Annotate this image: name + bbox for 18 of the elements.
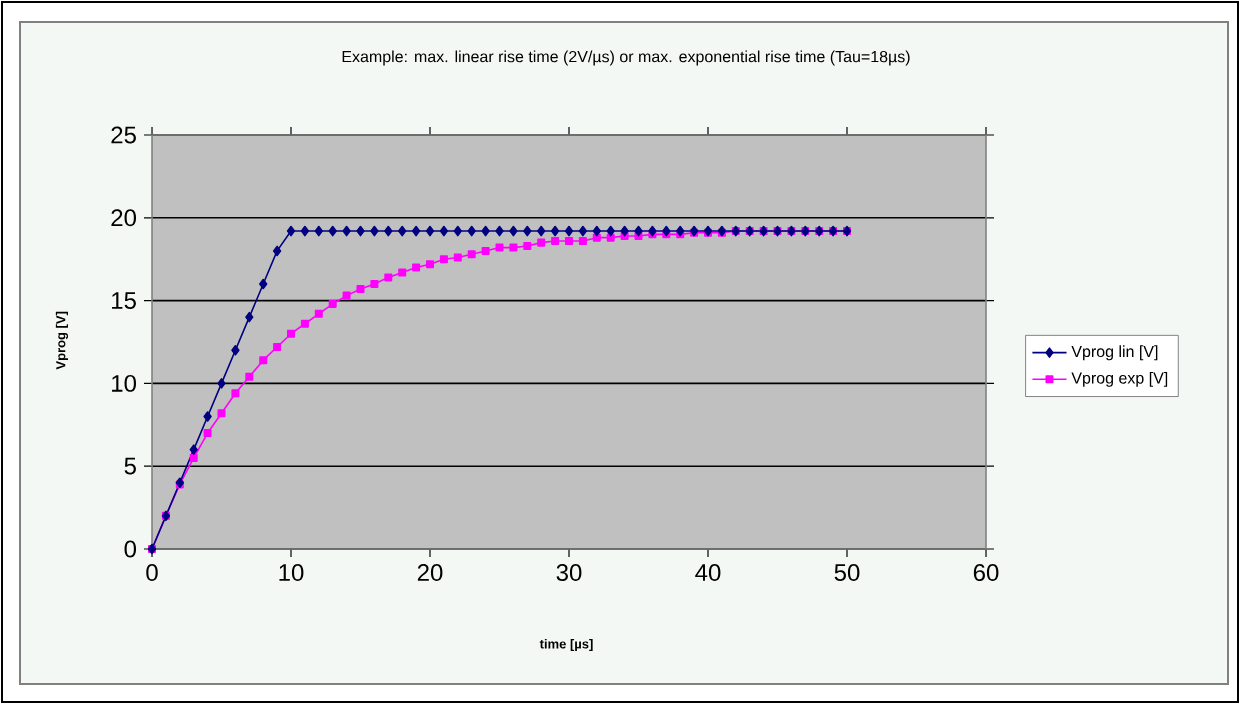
y-tick-label: 0 xyxy=(124,540,137,558)
x-tick-label: 40 xyxy=(695,564,721,582)
y-tick-label: 10 xyxy=(112,374,137,392)
y-tick-label: 15 xyxy=(112,292,136,309)
y-tick-label: 25 xyxy=(111,126,136,144)
y-tick-label: 5 xyxy=(124,457,136,475)
x-tick-label: 60 xyxy=(973,564,999,582)
y-axis-title: Vprog [V] xyxy=(55,311,69,370)
x-axis-title: time [µs] xyxy=(539,638,593,652)
x-tick-label: 30 xyxy=(556,564,582,582)
x-tick-label: 0 xyxy=(146,564,158,582)
x-tick-label: 10 xyxy=(279,564,304,582)
legend-label: Vprog exp [V] xyxy=(1071,371,1168,387)
y-tick-label: 20 xyxy=(111,209,137,227)
chart-title: Example: max. linear rise time (2V/µs) or max. exponential rise time (Tau=18µs) xyxy=(342,50,910,66)
legend-label: Vprog lin [V] xyxy=(1071,345,1158,361)
x-tick-label: 50 xyxy=(834,564,860,582)
x-tick-label: 20 xyxy=(417,564,443,582)
